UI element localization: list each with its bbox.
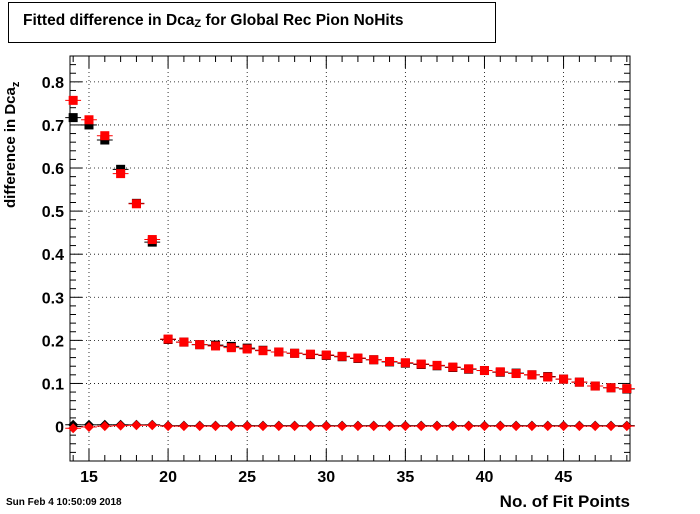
date-stamp: Sun Feb 4 10:50:09 2018 bbox=[6, 497, 122, 508]
data-point-square bbox=[68, 95, 78, 105]
data-point-square bbox=[84, 120, 94, 130]
data-point-square bbox=[353, 353, 363, 363]
data-point-diamond bbox=[83, 421, 94, 432]
data-point-diamond bbox=[590, 421, 601, 432]
data-point-diamond bbox=[558, 421, 569, 432]
data-point-diamond bbox=[131, 420, 142, 431]
data-point-diamond bbox=[194, 421, 205, 432]
data-point-square bbox=[559, 374, 569, 384]
data-point-square bbox=[590, 381, 600, 391]
data-point-diamond bbox=[289, 421, 300, 432]
data-point-square bbox=[163, 334, 173, 344]
data-point-square bbox=[574, 377, 584, 387]
data-point-diamond bbox=[495, 421, 506, 432]
data-point-diamond bbox=[432, 421, 443, 432]
data-point-square bbox=[211, 341, 221, 351]
data-point-diamond bbox=[352, 421, 363, 432]
data-point-square bbox=[511, 369, 521, 379]
data-point-diamond bbox=[147, 420, 158, 431]
y-tick-label: 0.6 bbox=[42, 161, 64, 178]
data-point-diamond bbox=[400, 421, 411, 432]
x-tick-label: 30 bbox=[317, 469, 335, 486]
data-point-square bbox=[147, 235, 157, 245]
data-point-diamond bbox=[226, 421, 237, 432]
data-point-diamond bbox=[178, 421, 189, 432]
data-point-square bbox=[606, 383, 616, 393]
data-point-diamond bbox=[479, 421, 490, 432]
y-tick-label: 0.4 bbox=[42, 247, 64, 264]
data-point-square bbox=[337, 351, 347, 361]
data-point-square bbox=[479, 366, 489, 376]
x-tick-label: 15 bbox=[80, 469, 98, 486]
x-tick-label: 45 bbox=[555, 469, 573, 486]
y-tick-label: 0.7 bbox=[42, 118, 64, 135]
data-point-square bbox=[321, 350, 331, 360]
y-tick-label: 0.5 bbox=[42, 204, 64, 221]
data-point-square bbox=[258, 346, 268, 356]
chart-title-main: Fitted difference in Dca bbox=[23, 12, 195, 29]
x-tick-label: 40 bbox=[476, 469, 494, 486]
data-point-square bbox=[226, 343, 236, 353]
data-point-diamond bbox=[210, 421, 221, 432]
data-point-diamond bbox=[305, 421, 316, 432]
y-tick-label: 0 bbox=[55, 420, 64, 437]
data-point-square bbox=[84, 115, 94, 125]
x-tick-label: 25 bbox=[238, 469, 256, 486]
data-point-square bbox=[274, 347, 284, 357]
data-point-diamond bbox=[99, 421, 110, 432]
data-point-diamond bbox=[257, 421, 268, 432]
data-point-diamond bbox=[542, 421, 553, 432]
data-point-square bbox=[100, 131, 110, 141]
data-point-diamond bbox=[511, 421, 522, 432]
data-point-diamond bbox=[163, 421, 174, 432]
x-tick-label: 35 bbox=[396, 469, 414, 486]
y-tick-label: 0.1 bbox=[42, 376, 64, 393]
data-point-diamond bbox=[574, 421, 585, 432]
data-point-square bbox=[543, 372, 553, 382]
plot-frame bbox=[69, 55, 631, 462]
y-tick-label: 0.3 bbox=[42, 290, 64, 307]
data-point-square bbox=[448, 362, 458, 372]
data-point-diamond bbox=[115, 420, 126, 431]
y-tick-label: 0.2 bbox=[42, 333, 64, 350]
data-point-square bbox=[195, 340, 205, 350]
data-point-square bbox=[416, 359, 426, 369]
data-point-square bbox=[622, 384, 632, 394]
data-point-diamond bbox=[416, 421, 427, 432]
data-point-diamond bbox=[526, 421, 537, 432]
data-point-square bbox=[131, 199, 141, 209]
chart-title: Fitted difference in DcaZ for Global Rec… bbox=[8, 2, 496, 43]
data-point-square bbox=[400, 358, 410, 368]
data-point-square bbox=[432, 360, 442, 370]
data-point-diamond bbox=[337, 421, 348, 432]
data-point-square bbox=[242, 344, 252, 354]
chart-title-rest: for Global Rec Pion NoHits bbox=[201, 12, 404, 29]
data-point-diamond bbox=[621, 421, 632, 432]
x-axis-label: No. of Fit Points bbox=[499, 492, 630, 511]
data-point-square bbox=[305, 349, 315, 359]
chart-title-subscript: Z bbox=[194, 18, 202, 30]
data-point-diamond bbox=[68, 423, 79, 434]
data-point-diamond bbox=[321, 421, 332, 432]
data-point-square bbox=[68, 113, 78, 123]
data-point-diamond bbox=[447, 421, 458, 432]
data-point-square bbox=[385, 356, 395, 366]
x-tick-label: 20 bbox=[159, 469, 177, 486]
data-point-square bbox=[527, 370, 537, 380]
data-point-square bbox=[369, 355, 379, 365]
data-point-square bbox=[495, 367, 505, 377]
data-point-diamond bbox=[606, 421, 617, 432]
data-point-square bbox=[290, 348, 300, 358]
data-point-square bbox=[464, 364, 474, 374]
data-point-diamond bbox=[384, 421, 395, 432]
data-point-square bbox=[116, 169, 126, 179]
data-point-diamond bbox=[273, 421, 284, 432]
data-point-diamond bbox=[242, 421, 253, 432]
y-tick-label: 0.8 bbox=[42, 75, 64, 92]
data-point-square bbox=[179, 337, 189, 347]
data-point-diamond bbox=[463, 421, 474, 432]
data-point-diamond bbox=[368, 421, 379, 432]
